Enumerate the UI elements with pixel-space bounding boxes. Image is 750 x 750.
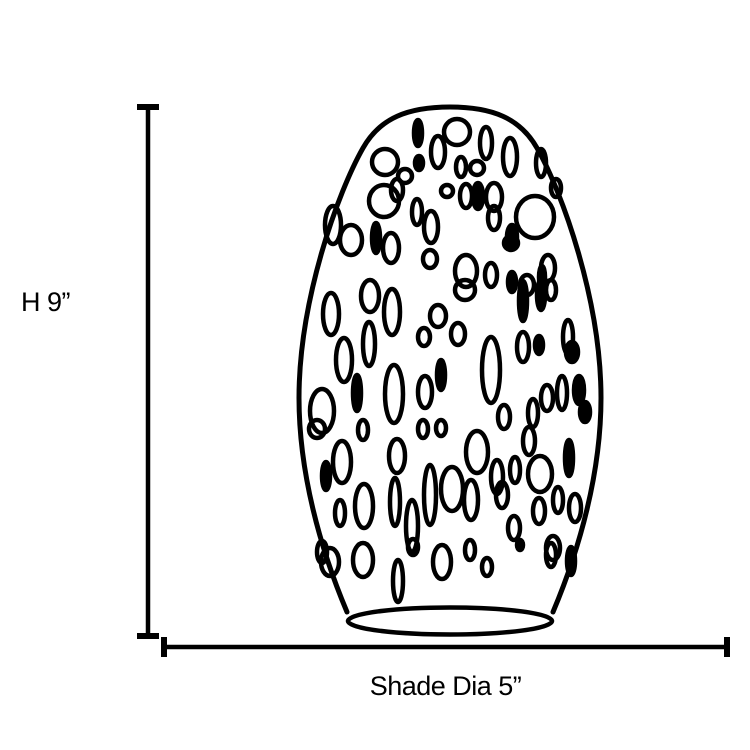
bubble <box>505 513 523 543</box>
bubble <box>386 436 408 476</box>
bubble <box>485 203 503 233</box>
bubble <box>337 222 365 258</box>
bubble <box>320 290 342 338</box>
bubble <box>369 220 383 256</box>
bubble <box>388 176 406 204</box>
bubble <box>513 193 557 241</box>
bubble <box>352 481 376 531</box>
bubble <box>564 544 578 578</box>
bubble <box>470 180 486 212</box>
bubble <box>577 399 593 425</box>
bubble <box>434 357 448 393</box>
diameter-dimension-label: Shade Dia 5” <box>369 671 522 701</box>
bubble <box>332 497 348 529</box>
bubble <box>453 154 469 180</box>
bubble <box>395 166 415 186</box>
bubble <box>441 116 473 148</box>
height-dimension-label: H 9” <box>21 287 71 317</box>
bubble <box>452 252 480 290</box>
bubble <box>452 277 478 303</box>
bubble <box>477 124 495 162</box>
bubble <box>525 453 555 495</box>
bubble <box>532 333 546 357</box>
bubble <box>507 454 523 486</box>
bubble <box>483 180 505 214</box>
bubble <box>457 181 475 211</box>
bubble <box>415 417 431 441</box>
bubble <box>360 319 378 369</box>
bubble <box>387 475 403 529</box>
bubble <box>543 540 559 570</box>
bubble <box>427 302 449 330</box>
bubble <box>493 479 511 511</box>
bubble <box>514 537 526 553</box>
bubble <box>319 459 333 493</box>
bubble <box>438 182 456 200</box>
shade-outline <box>296 104 604 615</box>
bubble <box>421 208 441 246</box>
bubble <box>500 135 520 179</box>
bubble <box>514 329 532 365</box>
bubble <box>505 269 519 295</box>
bubble <box>428 133 448 171</box>
bubble <box>381 286 403 338</box>
bubble <box>380 230 402 266</box>
bubble <box>307 386 337 436</box>
bubble <box>463 428 491 476</box>
bubble <box>543 277 559 303</box>
shade-bottom-rim <box>345 605 555 637</box>
bubble <box>479 555 495 579</box>
bubble <box>318 545 342 579</box>
bubble <box>530 495 548 527</box>
bubble <box>322 203 344 247</box>
bubble <box>415 325 433 349</box>
bubble <box>554 373 570 413</box>
bubble <box>571 373 587 407</box>
bubble <box>421 462 439 528</box>
bubble <box>479 334 503 406</box>
bubble <box>562 437 576 479</box>
bubble <box>516 278 530 324</box>
bubble <box>482 260 500 290</box>
bubble <box>534 277 548 313</box>
bubble <box>403 497 421 555</box>
bubble <box>333 335 355 385</box>
bubble <box>415 373 435 411</box>
bubble <box>548 176 564 200</box>
bubble <box>411 117 425 149</box>
bubble <box>550 484 566 516</box>
bubble <box>306 417 328 441</box>
bubble <box>420 247 440 271</box>
bubble <box>462 537 478 563</box>
bubble <box>369 146 401 178</box>
bubble <box>538 382 556 414</box>
bubble <box>563 339 581 365</box>
bubble <box>566 491 584 525</box>
bubble <box>438 464 466 514</box>
bubble <box>330 438 354 486</box>
bubble <box>525 396 541 430</box>
bubble <box>520 424 538 458</box>
bubble <box>412 153 426 173</box>
bubble <box>350 372 364 414</box>
bubble <box>433 417 449 439</box>
bubble <box>350 540 376 580</box>
bubble <box>390 557 406 605</box>
bubble <box>501 233 521 253</box>
bubble <box>355 417 371 443</box>
bubble <box>461 477 481 523</box>
bubble <box>382 362 406 426</box>
bubble <box>430 542 454 582</box>
bubble <box>405 536 421 558</box>
bubble <box>409 196 425 228</box>
bubble <box>495 402 513 432</box>
bubble <box>467 158 487 178</box>
bubble <box>533 146 549 180</box>
bubble <box>448 320 468 348</box>
bubble <box>358 277 382 315</box>
